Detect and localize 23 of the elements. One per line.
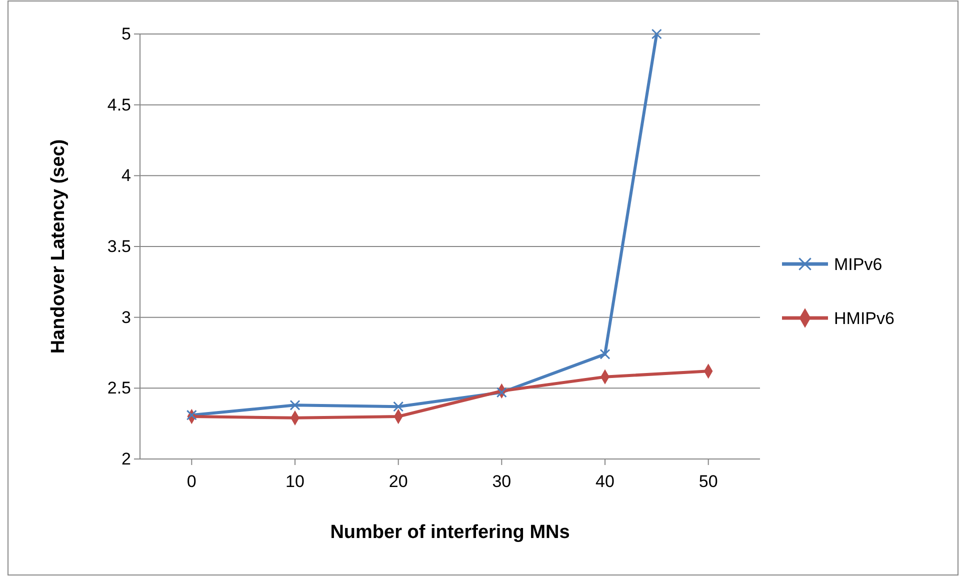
legend-label: MIPv6 [834, 255, 882, 274]
y-tick-label: 3.5 [107, 236, 131, 256]
y-tick-label: 4.5 [107, 95, 131, 114]
y-tick-label: 2 [122, 449, 131, 468]
x-tick-label: 20 [388, 472, 408, 492]
point [651, 28, 662, 40]
point [186, 410, 197, 420]
y-tick-label: 2.5 [107, 378, 131, 398]
point [290, 400, 300, 410]
point [600, 348, 610, 360]
x-tick-label: 50 [698, 472, 718, 492]
x-tick-label: 10 [286, 472, 304, 492]
point [393, 401, 404, 412]
x-axis-title: Number of interfering MNs [330, 522, 570, 543]
legend-label: HMIPv6 [834, 309, 894, 328]
y-tick-label: 3 [122, 308, 131, 327]
y-tick-label: 5 [122, 24, 131, 44]
y-axis-title: Handover Latency (sec) [48, 139, 69, 354]
x-tick-label: 0 [186, 472, 196, 492]
x-tick-label: 40 [596, 472, 614, 492]
x-tick-label: 30 [492, 472, 512, 492]
point [496, 387, 507, 398]
y-tick-label: 4 [122, 166, 131, 186]
